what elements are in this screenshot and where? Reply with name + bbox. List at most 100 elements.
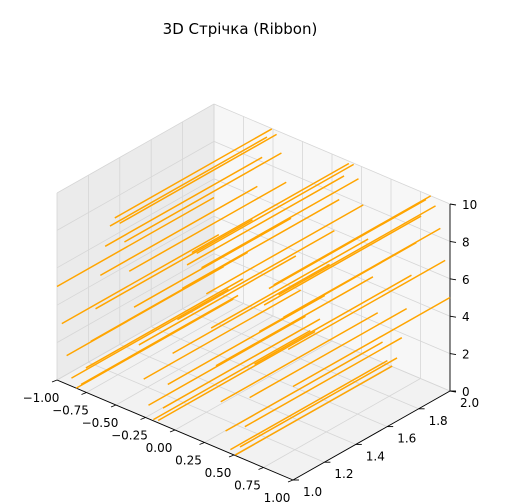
ribbon-segment — [119, 133, 277, 225]
y-tick-label: 1.0 — [303, 485, 322, 499]
x-tick-label: 0.75 — [234, 479, 261, 493]
z-tick-mark — [449, 203, 457, 206]
ribbon-segment — [75, 298, 234, 389]
x-tick-mark — [258, 467, 264, 470]
x-tick-label: −1.00 — [23, 391, 60, 405]
x-tick-label: −0.75 — [52, 404, 89, 418]
grid-line-x-floor — [263, 378, 421, 468]
grid-line-z-back — [213, 178, 451, 280]
grid-line-z-left — [56, 103, 215, 194]
ribbon-segment — [114, 128, 273, 219]
x-tick-mark — [81, 392, 87, 395]
x-tick-label: 1.00 — [264, 491, 291, 504]
ribbon-segment — [205, 204, 364, 295]
ribbon-segment — [210, 238, 369, 329]
ribbon-segment — [239, 357, 398, 448]
x-tick-mark — [51, 379, 58, 383]
ribbon-segment — [80, 294, 239, 386]
ribbon-segment — [172, 263, 330, 355]
ribbon-segment — [152, 329, 311, 421]
x-tick-label: 0.25 — [175, 454, 202, 468]
ribbon-segment — [254, 274, 412, 365]
ribbon-segment — [177, 229, 335, 321]
ribbon-segment — [287, 259, 446, 351]
ribbon-segment — [56, 196, 215, 288]
x-tick-mark — [110, 404, 117, 408]
y-tick-label: 1.2 — [334, 467, 353, 481]
ribbon-segment — [220, 312, 379, 403]
ribbon-segment — [148, 315, 306, 406]
ribbon-segment — [124, 152, 282, 243]
x-tick-label: 0.00 — [146, 441, 173, 455]
ribbon-series — [56, 128, 451, 456]
z-tick-label: 4 — [462, 310, 470, 324]
ribbon-segment — [162, 318, 321, 409]
ribbon-segment — [181, 198, 340, 290]
y-axis-line — [292, 390, 451, 481]
ribbon-segment — [167, 294, 326, 386]
ribbon-segment — [244, 337, 403, 428]
ribbon-segment — [71, 288, 229, 379]
x-tick-mark — [169, 429, 176, 433]
ribbon-segment — [85, 278, 244, 369]
ribbon-segment — [234, 365, 393, 456]
grid-line-z-back — [213, 103, 451, 205]
ribbon-segment — [128, 181, 287, 272]
z-tick-label: 10 — [462, 198, 477, 212]
ribbon-segment — [268, 198, 427, 290]
grid-line-z-left — [56, 141, 215, 231]
z-tick-mark — [449, 278, 457, 281]
ribbon-segment — [90, 251, 249, 343]
x-tick-label: 0.50 — [205, 466, 232, 480]
x-tick-mark — [287, 479, 294, 483]
z-tick-label: 0 — [462, 385, 470, 399]
z-tick-mark — [449, 353, 457, 356]
grid-line-z-back — [213, 253, 451, 354]
grid-line-z-back — [213, 141, 451, 242]
y-tick-label: 2.0 — [460, 396, 479, 410]
grid-line-x-floor — [86, 303, 244, 393]
z-tick-label: 2 — [462, 348, 470, 362]
tick-labels: −1.00−0.75−0.50−0.250.000.250.500.751.00… — [23, 198, 479, 504]
x-tick-mark — [140, 417, 146, 420]
ribbon-segment — [278, 205, 436, 296]
ribbon-segment — [186, 175, 345, 266]
ribbon-segment — [249, 307, 408, 399]
y-tick-label: 1.4 — [366, 449, 385, 463]
grid-line-z-left — [56, 215, 215, 306]
ribbon-segment — [282, 227, 441, 319]
ribbon-segment — [138, 255, 297, 346]
z-tick-label: 8 — [462, 235, 470, 249]
ribbon-segment — [263, 215, 422, 306]
ribbon-segment — [191, 162, 350, 254]
x-tick-label: −0.50 — [82, 416, 119, 430]
z-tick-mark — [449, 315, 457, 318]
x-tick-label: −0.25 — [111, 429, 148, 443]
y-tick-label: 1.8 — [429, 414, 448, 428]
ribbon-segment — [273, 195, 432, 286]
ribbon-segment — [225, 341, 383, 432]
grid-line-x-floor — [115, 315, 274, 406]
ribbon-segment — [99, 185, 258, 277]
grid-line-y-floor — [119, 344, 356, 445]
ribbon-segment — [95, 219, 253, 310]
ribbon-segment — [196, 163, 355, 255]
ribbon-segment — [292, 296, 451, 388]
chart-title: 3D Стрічка (Ribbon) — [163, 20, 318, 38]
ribbon-segment — [61, 233, 220, 325]
ribbon-segment — [215, 276, 374, 367]
grid-line-x-floor — [174, 340, 333, 431]
y-tick-label: 1.6 — [397, 432, 416, 446]
ribbon-segment — [143, 289, 302, 380]
grid-line-z-left — [56, 253, 215, 343]
x-tick-mark — [199, 442, 205, 445]
grid-line-z-left — [56, 290, 215, 381]
grid-line-z-left — [56, 178, 215, 269]
ribbon-segment — [109, 136, 268, 227]
ribbon-segment — [133, 217, 292, 308]
ribbon-segment — [201, 178, 359, 269]
grid-line-y-floor — [88, 361, 325, 463]
z-tick-mark — [449, 390, 457, 393]
z-tick-label: 6 — [462, 273, 470, 287]
